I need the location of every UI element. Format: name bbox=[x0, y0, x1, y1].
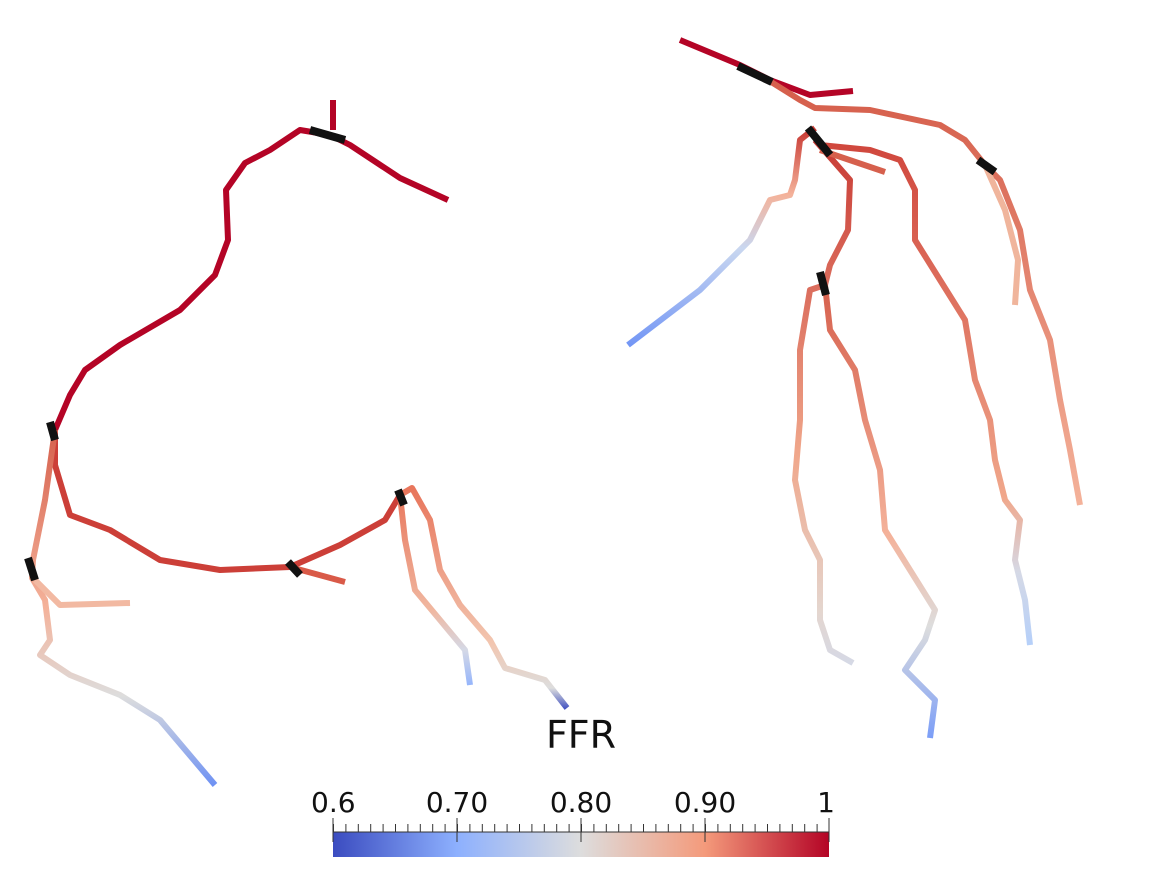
tick-label: 1 bbox=[817, 786, 835, 819]
vessel bbox=[32, 577, 131, 608]
vessel bbox=[52, 430, 403, 573]
vessel bbox=[822, 284, 938, 739]
tick-label: 0.6 bbox=[311, 786, 356, 819]
vessel bbox=[52, 127, 450, 432]
vessel bbox=[982, 163, 1021, 306]
colorbar-title: FFR bbox=[546, 713, 616, 757]
vessel bbox=[792, 138, 855, 666]
vessel bbox=[819, 142, 1033, 646]
vessel bbox=[626, 125, 817, 348]
junction bbox=[24, 126, 408, 582]
tick-label: 0.70 bbox=[426, 786, 488, 819]
junction bbox=[736, 62, 998, 297]
tick-label: 0.80 bbox=[550, 786, 612, 819]
vessel bbox=[29, 429, 218, 787]
vessel bbox=[678, 37, 854, 98]
tick-label: 0.90 bbox=[674, 786, 736, 819]
vessel bbox=[397, 494, 473, 686]
vessel bbox=[398, 485, 570, 710]
